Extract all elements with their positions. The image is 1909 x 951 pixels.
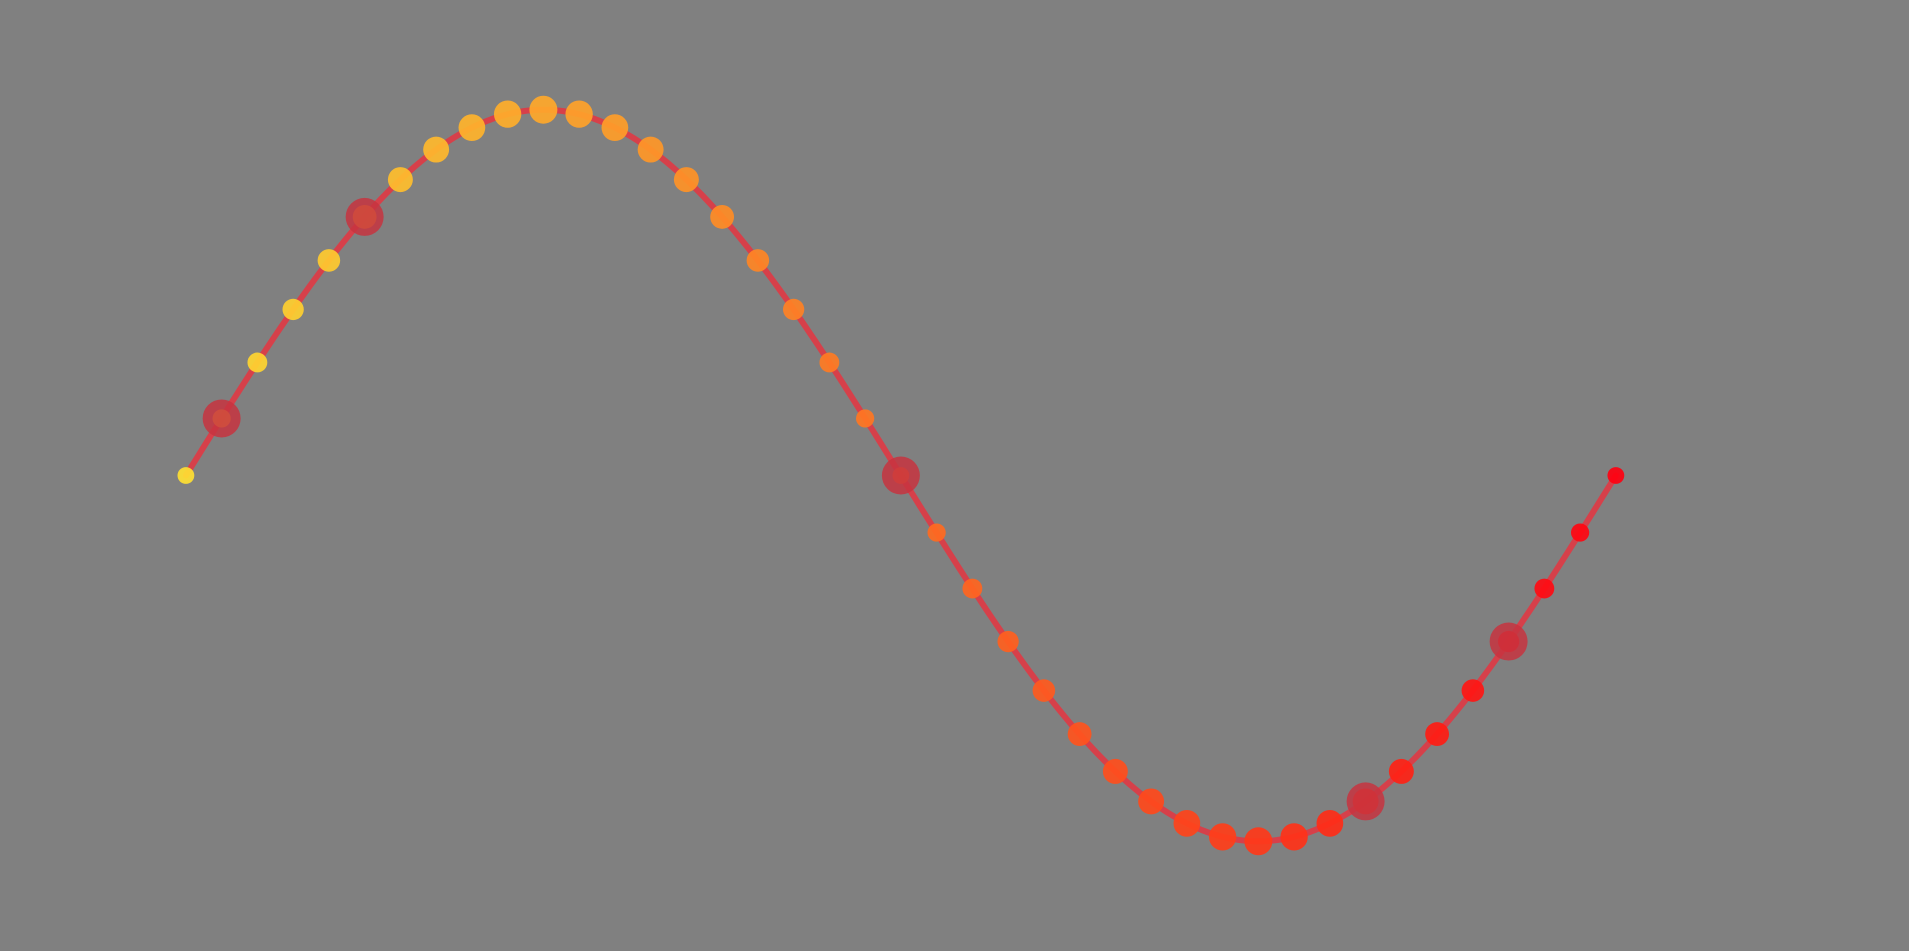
highlight-marker (1346, 782, 1385, 821)
data-point (1208, 823, 1237, 851)
data-point (177, 467, 195, 484)
data-point (782, 298, 805, 321)
data-point (247, 352, 268, 373)
data-point (282, 298, 304, 321)
markers-layer (202, 197, 1528, 821)
data-point (1067, 722, 1092, 747)
data-point (1138, 788, 1165, 815)
data-point (387, 167, 413, 193)
data-point (1425, 722, 1450, 747)
data-point (1570, 523, 1590, 542)
data-point (962, 578, 983, 599)
highlight-marker (345, 197, 384, 236)
data-point (1032, 679, 1056, 702)
data-point (1173, 809, 1201, 837)
data-point (458, 114, 486, 142)
data-point (1461, 679, 1485, 702)
highlight-marker (1489, 622, 1528, 661)
data-point (673, 167, 699, 193)
data-point (1388, 758, 1414, 784)
data-point (637, 136, 664, 163)
data-point (997, 630, 1019, 653)
highlight-marker (202, 399, 241, 438)
data-point (1280, 823, 1308, 851)
data-point (1244, 827, 1273, 856)
data-point (1534, 578, 1555, 599)
data-point (710, 204, 735, 229)
data-point (1316, 809, 1344, 837)
data-point (565, 100, 593, 128)
data-point (1102, 758, 1128, 784)
data-point (856, 409, 875, 428)
data-point (493, 100, 522, 128)
data-point (819, 352, 840, 373)
data-point (601, 114, 629, 142)
data-point (529, 95, 558, 124)
data-point (1607, 467, 1625, 484)
data-point (317, 249, 341, 272)
data-point (423, 136, 450, 163)
highlight-marker (881, 456, 920, 495)
data-point (927, 523, 946, 542)
data-point (746, 249, 770, 272)
